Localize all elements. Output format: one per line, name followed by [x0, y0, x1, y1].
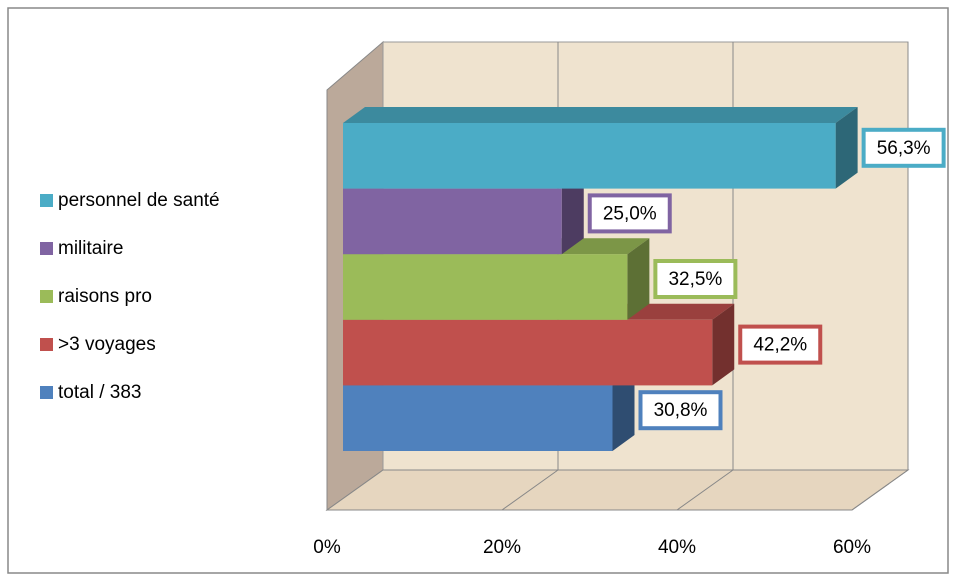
bar — [343, 123, 836, 189]
bar-top — [343, 107, 858, 123]
bar — [343, 319, 713, 386]
value-label: 42,2% — [753, 335, 807, 356]
floor-grid-line — [676, 469, 734, 511]
value-label: 30,8% — [654, 400, 708, 421]
legend-swatch — [40, 290, 53, 303]
bar — [343, 254, 628, 320]
value-label: 32,5% — [668, 269, 722, 290]
value-label-box — [638, 390, 723, 431]
bar — [343, 188, 562, 255]
floor-grid-line — [501, 469, 559, 511]
value-label-box — [653, 259, 738, 299]
value-label-box — [861, 127, 946, 168]
value-label-box — [738, 324, 823, 365]
legend-swatch — [40, 194, 53, 207]
bar-side — [612, 369, 635, 451]
floor — [325, 469, 910, 511]
x-tick-label: 20% — [483, 537, 521, 558]
floor-grid-line — [851, 469, 909, 511]
value-label-box — [587, 193, 672, 234]
bar-side — [835, 107, 858, 189]
x-tick-label: 60% — [833, 537, 871, 558]
legend-label: >3 voyages — [58, 334, 156, 355]
legend-label: raisons pro — [58, 286, 152, 307]
value-label: 56,3% — [877, 138, 931, 159]
bar — [343, 385, 613, 451]
legend-swatch — [40, 338, 53, 351]
legend-label: militaire — [58, 238, 123, 259]
value-label: 25,0% — [603, 203, 657, 224]
bar-side — [627, 238, 650, 320]
legend-label: personnel de santé — [58, 190, 220, 211]
bar-side — [712, 303, 735, 386]
legend-swatch — [40, 386, 53, 399]
x-tick-label: 40% — [658, 537, 696, 558]
bar-side — [561, 172, 584, 255]
legend-swatch — [40, 242, 53, 255]
legend-label: total / 383 — [58, 382, 141, 403]
x-tick-label: 0% — [313, 537, 341, 558]
